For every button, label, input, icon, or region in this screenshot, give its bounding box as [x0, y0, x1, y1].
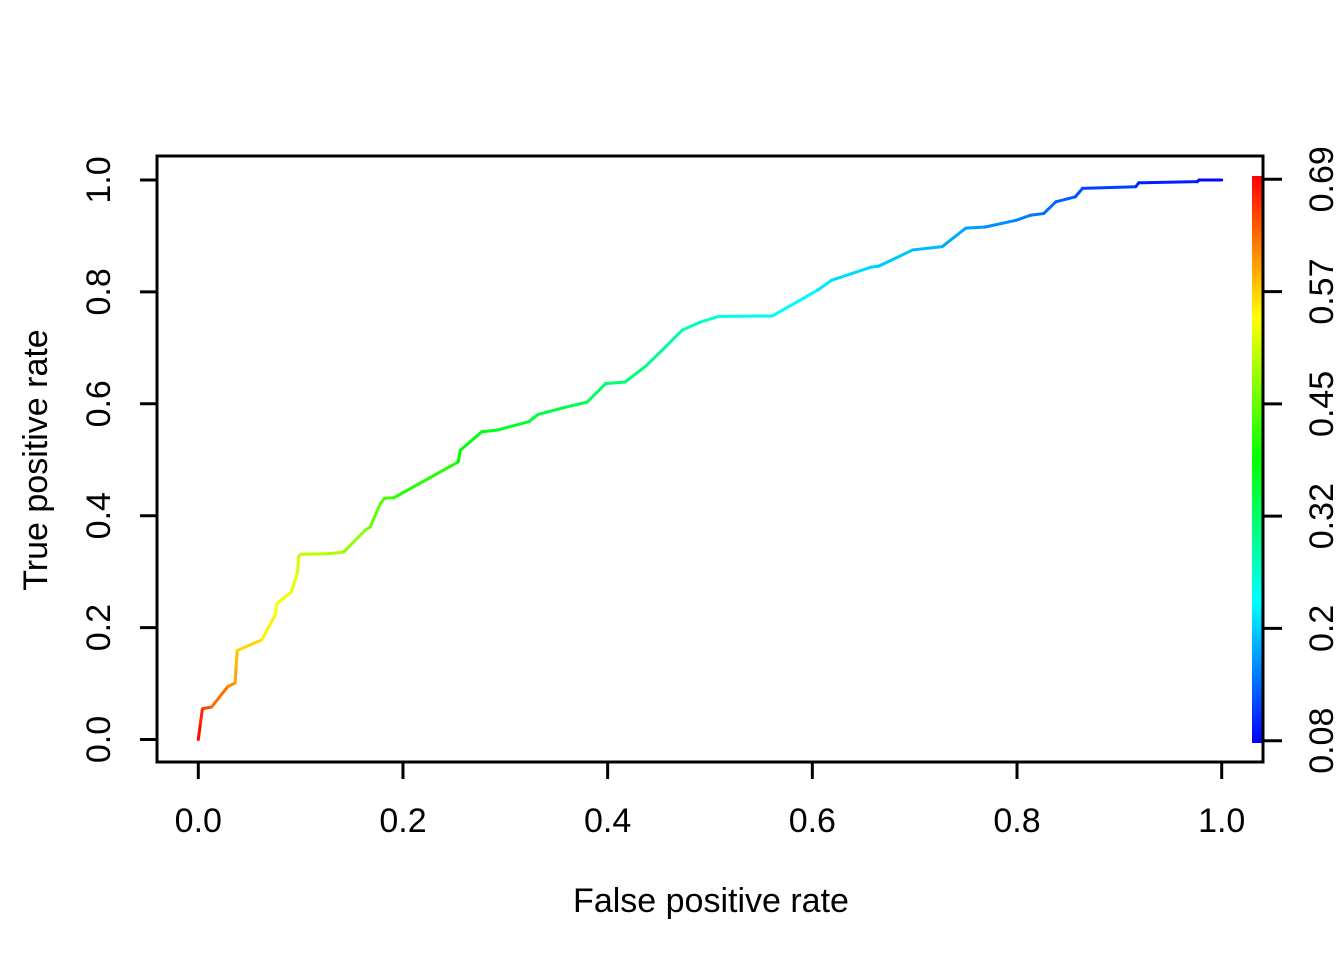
x-axis-tick-labels: 0.0 0.2 0.4 0.6 0.8 1.0	[175, 802, 1246, 840]
roc-curve-segment	[234, 649, 239, 668]
x-tick-label: 0.0	[175, 802, 222, 840]
roc-curve-segment	[564, 400, 589, 409]
roc-curve-segment	[680, 320, 704, 332]
colorbar-tick-label: 0.32	[1303, 483, 1341, 549]
x-axis-ticks	[196, 762, 1224, 779]
roc-curve-segment	[200, 705, 214, 711]
roc-curve-segment	[383, 496, 396, 500]
roc-curve-segment	[1014, 213, 1032, 222]
y-tick-label: 0.2	[80, 604, 118, 651]
x-tick-label: 0.4	[584, 802, 631, 840]
roc-curve-segment	[644, 346, 666, 368]
roc-curve-segment	[604, 380, 627, 386]
roc-curve-segment	[1073, 186, 1085, 199]
colorbar-tick-label: 0.57	[1303, 258, 1341, 324]
roc-curve-segment	[198, 707, 204, 726]
roc-curve-segment	[326, 550, 346, 556]
roc-curve-segment	[342, 528, 367, 554]
roc-curve-segment	[940, 226, 968, 249]
roc-curve-segment	[392, 460, 460, 500]
roc-curve-segment	[983, 218, 1018, 229]
roc-curve-segment	[458, 430, 484, 452]
roc-curve-segment	[273, 602, 279, 617]
colorbar-ticks	[1263, 177, 1282, 743]
roc-curve-segment	[536, 405, 568, 416]
roc-curve-segment	[527, 412, 540, 424]
roc-curve-segment	[662, 328, 684, 350]
y-tick-label: 0.8	[80, 268, 118, 315]
y-axis-tick-labels: 0.0 0.2 0.4 0.6 0.8 1.0	[80, 156, 118, 763]
roc-curve-segment	[368, 501, 382, 529]
y-tick-label: 0.6	[80, 380, 118, 427]
x-tick-label: 0.2	[379, 802, 426, 840]
roc-curve-segment	[299, 552, 330, 556]
roc-curve-segment	[289, 570, 300, 594]
roc-curve-segment	[296, 555, 301, 574]
y-tick-label: 1.0	[80, 156, 118, 203]
y-tick-label: 0.0	[80, 716, 118, 763]
roc-curve-segment	[964, 225, 987, 230]
y-axis-ticks	[140, 178, 157, 741]
roc-curve-segment	[1028, 212, 1046, 217]
roc-curve-segment	[495, 420, 531, 432]
plot-box	[155, 154, 1265, 764]
colorbar-tick-label: 0.2	[1303, 605, 1341, 652]
roc-curve-segment	[235, 638, 264, 653]
roc-curve-segment	[700, 315, 720, 324]
roc-curve-segment	[623, 364, 648, 384]
roc-curve	[196, 178, 1224, 741]
roc-curve-segment	[877, 248, 915, 268]
colorbar-tick-label: 0.69	[1303, 146, 1341, 212]
roc-curve-segment	[1081, 185, 1138, 190]
y-axis-label: True positive rate	[17, 329, 55, 590]
roc-curve-segment	[1137, 180, 1199, 185]
roc-curve-segment	[210, 684, 230, 709]
roc-curve-segment	[830, 265, 873, 282]
roc-curve-segment	[480, 428, 499, 434]
x-tick-label: 1.0	[1198, 802, 1245, 840]
colorbar-tick-labels: 0.69 0.57 0.45 0.32 0.2 0.08	[1303, 146, 1341, 774]
x-tick-label: 0.8	[993, 802, 1040, 840]
roc-curve-segment	[233, 664, 238, 685]
roc-curve-segment	[1042, 200, 1058, 216]
roc-curve-segment	[585, 382, 608, 404]
colorbar-tick-label: 0.08	[1303, 708, 1341, 774]
roc-curve-segment	[815, 278, 834, 292]
x-axis-label: False positive rate	[573, 882, 849, 920]
roc-curve-segment	[770, 288, 819, 318]
y-tick-label: 0.4	[80, 492, 118, 539]
roc-curve-segment	[911, 245, 944, 252]
colorbar-tick-label: 0.45	[1303, 371, 1341, 437]
roc-curve-segment	[716, 314, 774, 319]
roc-curve-segment	[1054, 195, 1077, 204]
roc-curve-segment	[260, 613, 277, 642]
roc-curve-segment	[275, 590, 293, 606]
x-tick-label: 0.6	[789, 802, 836, 840]
roc-curve-segment	[196, 722, 202, 741]
roc-curve-segment	[456, 448, 462, 464]
colorbar	[1252, 176, 1263, 743]
